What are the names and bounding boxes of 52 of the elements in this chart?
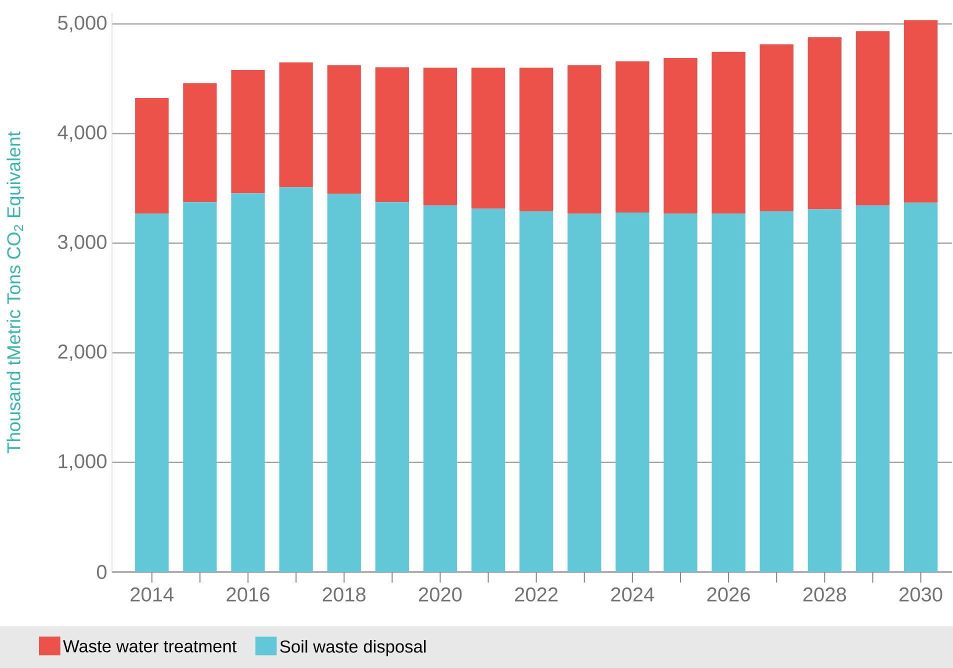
- bar: [279, 187, 313, 572]
- bar: [856, 205, 890, 572]
- y-axis-title: Thousand tMetric Tons CO$_{2}$ Equivalent: [6, 132, 24, 454]
- x-tick-label: 2018: [322, 587, 366, 602]
- bar: [471, 68, 506, 209]
- bar: [808, 209, 842, 572]
- y-tick-label: 3,000: [58, 234, 106, 252]
- bar: [423, 68, 458, 206]
- x-tick-label: 2026: [707, 587, 750, 602]
- x-tick-label: 2030: [900, 587, 942, 602]
- bar: [568, 214, 602, 572]
- bar: [712, 214, 746, 572]
- bar: [375, 67, 409, 202]
- x-tick-label: 2028: [803, 587, 846, 602]
- legend-label: Soil waste disposal: [280, 640, 426, 656]
- bar: [279, 62, 313, 188]
- x-tick-label: 2020: [418, 587, 462, 602]
- y-tick-label: 4,000: [58, 125, 106, 142]
- bar: [904, 202, 938, 572]
- y-tick-label: 0: [96, 564, 106, 580]
- bar: [327, 194, 361, 572]
- bar: [327, 65, 361, 194]
- y-tick-label: 2,000: [58, 344, 106, 362]
- bar: [471, 208, 506, 572]
- bar: [520, 68, 554, 212]
- bar: [520, 211, 554, 572]
- bar: [568, 65, 602, 214]
- bar: [616, 61, 650, 212]
- bar: [904, 20, 938, 203]
- x-tick-label: 2014: [130, 587, 174, 602]
- bar: [664, 214, 698, 572]
- bar: [664, 58, 698, 214]
- bar: [135, 98, 169, 214]
- x-tick-label: 2016: [226, 587, 270, 602]
- legend-label: Waste water treatment: [63, 640, 237, 652]
- bar: [135, 214, 169, 572]
- bar: [183, 202, 217, 572]
- bar: [808, 37, 842, 210]
- bar: [183, 83, 217, 202]
- bar: [856, 31, 890, 206]
- bar: [760, 44, 794, 212]
- bar: [760, 211, 794, 572]
- bar: [423, 205, 458, 572]
- bar: [231, 70, 265, 194]
- bar: [616, 212, 650, 572]
- x-tick-label: 2024: [611, 587, 654, 602]
- y-tick-label: 1,000: [58, 454, 106, 471]
- bar: [231, 193, 265, 572]
- x-tick-label: 2022: [515, 587, 558, 602]
- bar: [375, 202, 409, 572]
- y-tick-label: 5,000: [58, 16, 106, 32]
- bar: [712, 52, 746, 214]
